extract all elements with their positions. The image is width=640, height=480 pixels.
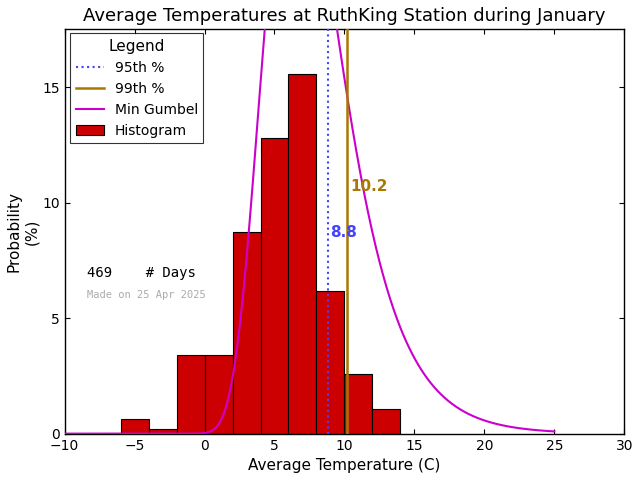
X-axis label: Average Temperature (C): Average Temperature (C) [248,458,441,473]
Bar [148,429,177,433]
Bar [260,138,289,433]
Bar [177,355,205,433]
Bar [372,409,401,433]
Bar [232,232,260,433]
Title: Average Temperatures at RuthKing Station during January: Average Temperatures at RuthKing Station… [83,7,605,25]
Text: 8.8: 8.8 [330,225,357,240]
Y-axis label: Probability
(%): Probability (%) [7,191,39,272]
Bar [344,374,372,433]
Text: 469    # Days: 469 # Days [87,266,196,280]
Legend: 95th %, 99th %, Min Gumbel, Histogram: 95th %, 99th %, Min Gumbel, Histogram [70,33,204,143]
Bar [316,291,344,433]
Text: 10.2: 10.2 [350,179,388,194]
Text: Made on 25 Apr 2025: Made on 25 Apr 2025 [87,290,205,300]
Bar [120,419,148,433]
Bar [289,74,316,433]
Bar [205,355,232,433]
